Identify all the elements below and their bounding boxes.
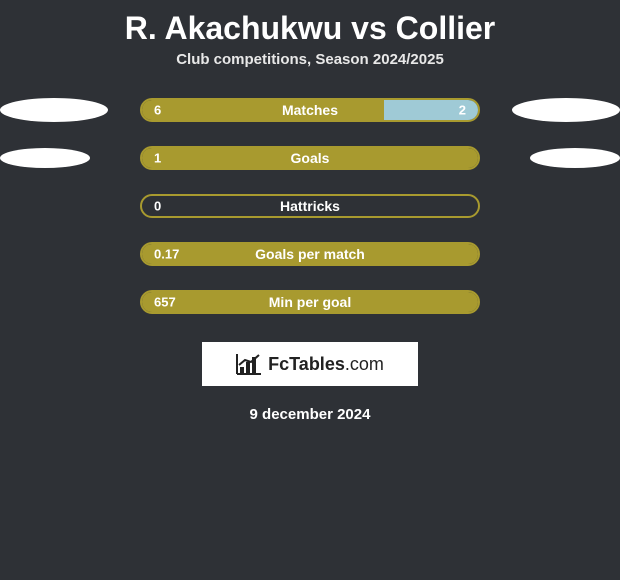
- stat-bar: 0 Hattricks: [140, 194, 480, 218]
- stat-rows: 6 2 Matches 1 Goals 0 Hattricks 0.17 Goals per m…: [0, 98, 620, 314]
- stat-label: Goals per match: [255, 246, 365, 262]
- stat-row: 0 Hattricks: [0, 194, 620, 218]
- stat-left-value: 1: [154, 151, 161, 166]
- right-ellipse: [530, 148, 620, 168]
- stat-row: 6 2 Matches: [0, 98, 620, 122]
- title-vs: vs: [351, 10, 387, 46]
- left-ellipse: [0, 148, 90, 168]
- stat-left-value: 657: [154, 295, 176, 310]
- logo-text: FcTables.com: [268, 354, 384, 375]
- chart-icon: [236, 353, 262, 375]
- stat-bar: 6 2 Matches: [140, 98, 480, 122]
- stat-left-value: 0: [154, 199, 161, 214]
- right-ellipse: [512, 98, 620, 122]
- logo-text-bold: FcTables: [268, 354, 345, 374]
- stat-label: Matches: [282, 102, 338, 118]
- date-text: 9 december 2024: [0, 406, 620, 423]
- stat-label: Min per goal: [269, 294, 351, 310]
- stat-row: 657 Min per goal: [0, 290, 620, 314]
- stat-row: 1 Goals: [0, 146, 620, 170]
- stat-label: Goals: [291, 150, 330, 166]
- stat-right-value: 2: [459, 103, 466, 118]
- subtitle: Club competitions, Season 2024/2025: [0, 51, 620, 68]
- player2-name: Collier: [396, 10, 496, 46]
- player1-name: R. Akachukwu: [125, 10, 343, 46]
- logo-box: FcTables.com: [202, 342, 418, 386]
- stat-row: 0.17 Goals per match: [0, 242, 620, 266]
- left-ellipse: [0, 98, 108, 122]
- stat-bar: 1 Goals: [140, 146, 480, 170]
- comparison-title: R. Akachukwu vs Collier: [0, 0, 620, 51]
- stat-bar: 657 Min per goal: [140, 290, 480, 314]
- stat-left-value: 6: [154, 103, 161, 118]
- bar-left-fill: [142, 100, 384, 120]
- stat-bar: 0.17 Goals per match: [140, 242, 480, 266]
- stat-label: Hattricks: [280, 198, 340, 214]
- logo-text-thin: .com: [345, 354, 384, 374]
- stat-left-value: 0.17: [154, 247, 179, 262]
